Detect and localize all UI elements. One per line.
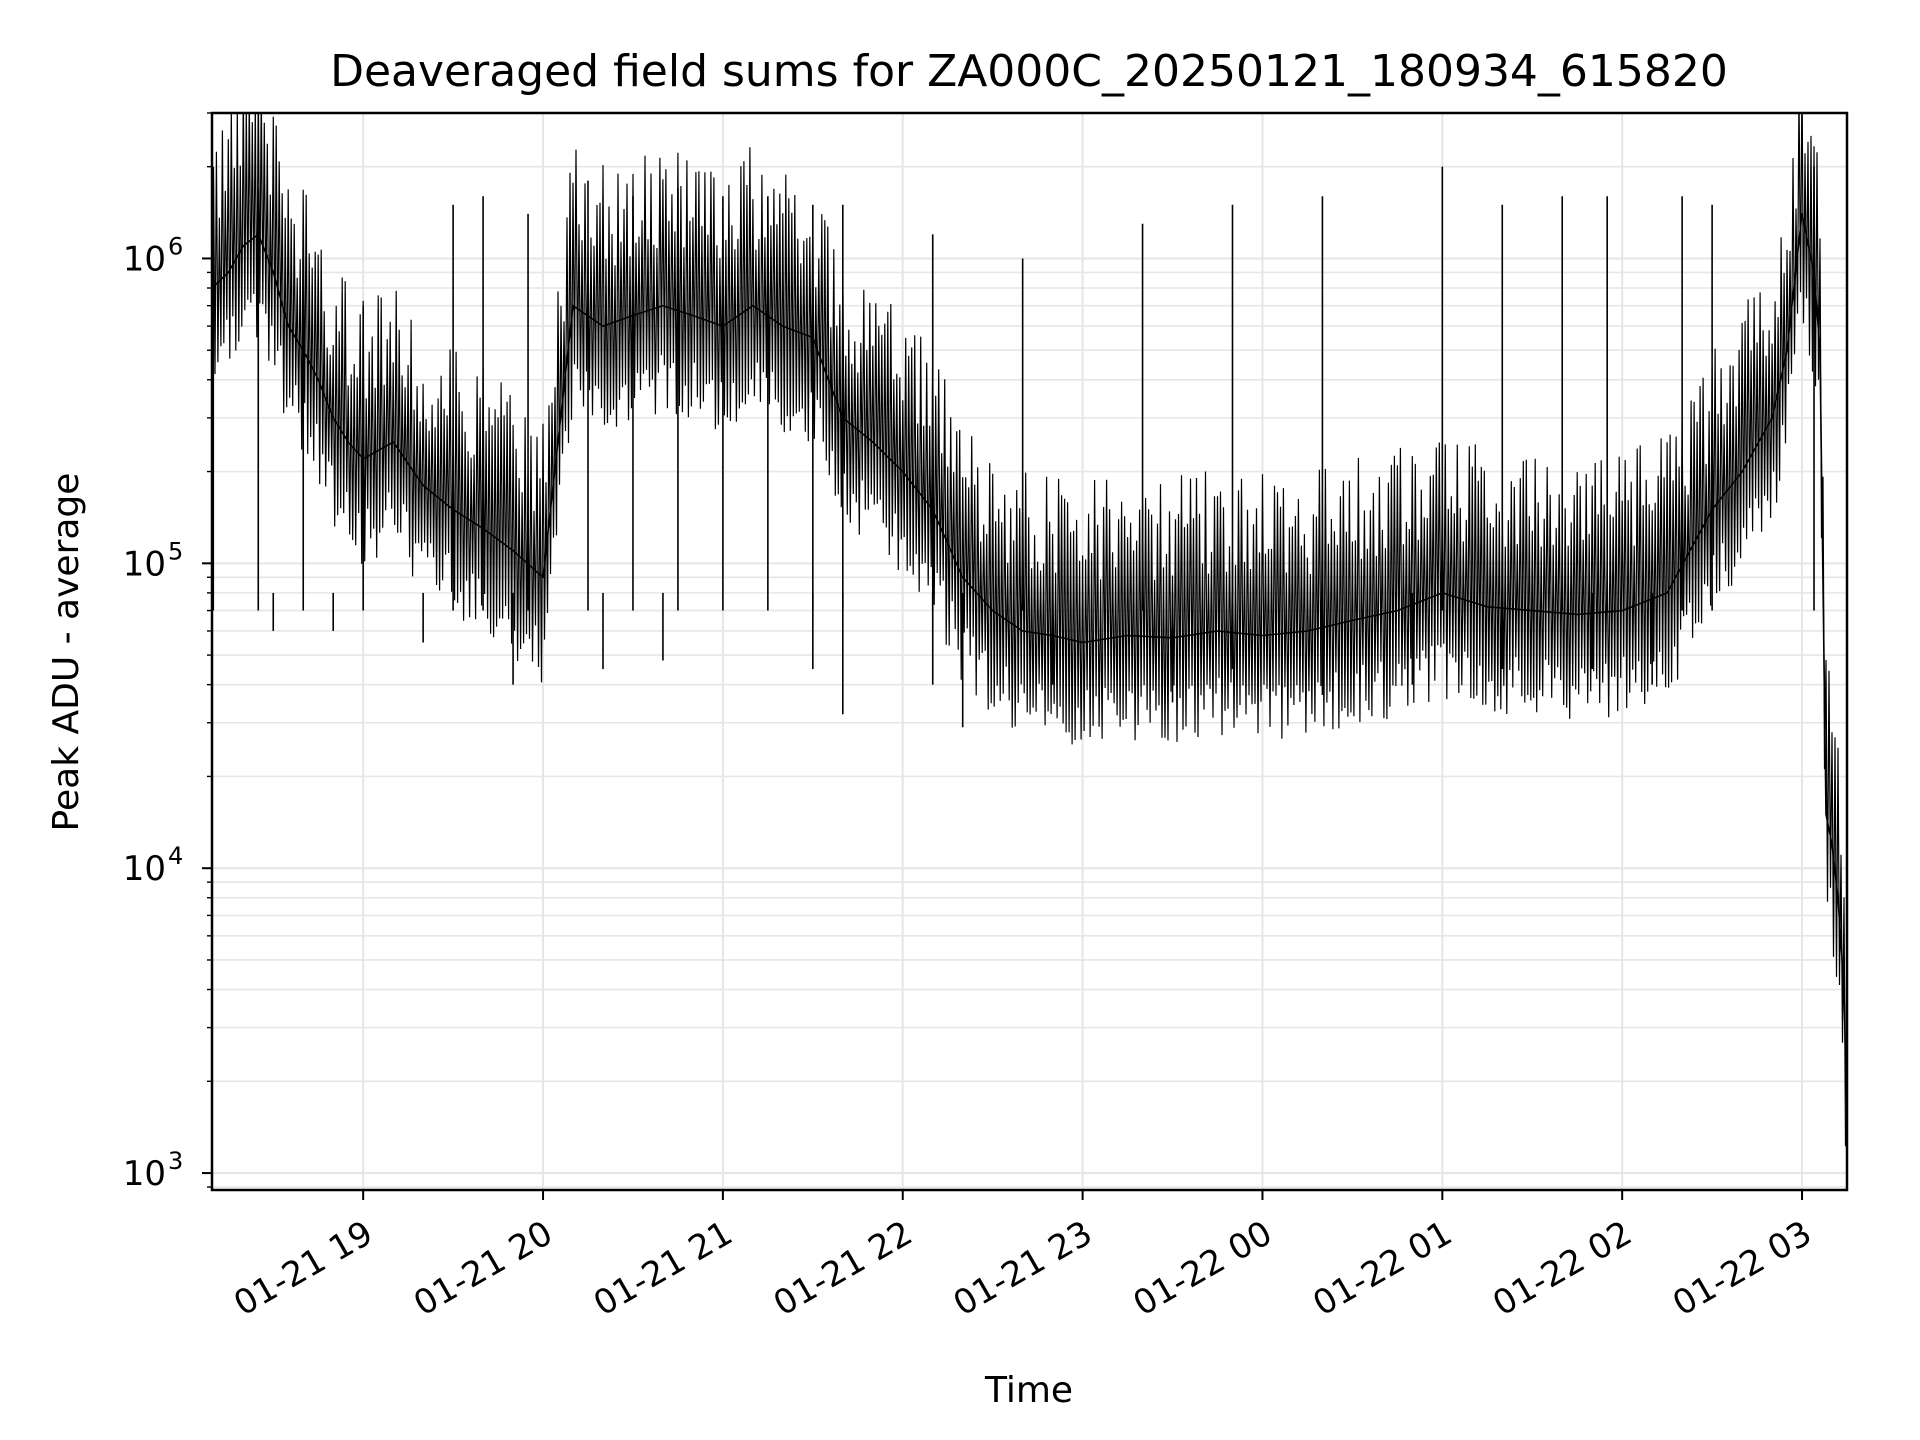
- plot-frame: [210, 111, 1849, 1192]
- y-tick-label: 10: [123, 1154, 166, 1194]
- y-tick-label: 10: [123, 239, 166, 279]
- data-layer: [212, 113, 1847, 1147]
- x-axis-label: Time: [984, 1370, 1073, 1411]
- series-noise: [212, 113, 1847, 1147]
- chart-title: Deaveraged field sums for ZA000C_2025012…: [330, 46, 1728, 97]
- y-tick-exponent: 4: [168, 842, 183, 870]
- y-tick-exponent: 3: [168, 1147, 183, 1175]
- y-tick-label: 10: [123, 849, 166, 889]
- y-tick-label: 10: [123, 544, 166, 584]
- y-axis-label: Peak ADU - average: [46, 473, 87, 832]
- y-tick-exponent: 5: [168, 537, 183, 565]
- y-tick-exponent: 6: [168, 232, 183, 260]
